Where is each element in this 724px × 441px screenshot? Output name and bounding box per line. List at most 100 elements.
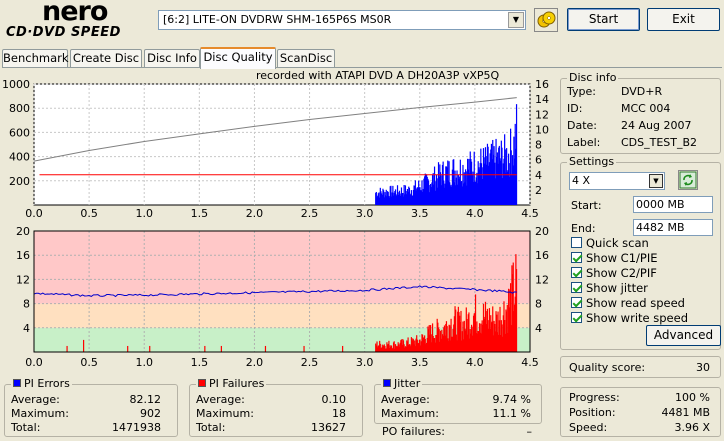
- jitter-maximum-label: Maximum:: [381, 407, 439, 420]
- quality-score-group: Quality score: 30: [560, 356, 721, 378]
- x-tick-label: 1.5: [191, 207, 209, 220]
- quality-band: [34, 231, 530, 304]
- y-tick-label: 1000: [2, 78, 30, 91]
- checkbox-box[interactable]: [571, 282, 582, 293]
- x-tick-label: 3.5: [411, 207, 429, 220]
- y-tick-label: 14: [535, 93, 549, 106]
- x-tick-label: 2.0: [246, 356, 264, 369]
- jitter-group: Jitter Average: 9.74 % Maximum: 11.1 %: [374, 377, 542, 424]
- x-tick-label: 1.0: [135, 207, 153, 220]
- bottom-x-axis: 0.0 0.5 1.0 1.5 2.0 2.5 3.0 3.5 4.0 4.5: [25, 356, 539, 369]
- tab-benchmark[interactable]: Benchmark: [2, 49, 69, 68]
- start-label: Start:: [571, 199, 602, 212]
- x-tick-label: 4.0: [466, 207, 484, 220]
- top-grid: [33, 83, 531, 205]
- logo-text: nero: [42, 0, 108, 27]
- y-tick-label: 8: [535, 298, 542, 311]
- pi-failures-maximum-label: Maximum:: [196, 407, 254, 420]
- show-jitter-label: Show jitter: [586, 281, 648, 295]
- y-tick-label: 600: [9, 126, 30, 139]
- disc-id-value: MCC 004: [621, 102, 671, 115]
- x-tick-label: 0.0: [25, 356, 43, 369]
- y-tick-label: 20: [535, 225, 549, 238]
- disc-id-label: ID:: [567, 102, 583, 115]
- pi-failures-total-value: 13627: [311, 421, 346, 434]
- pi-errors-total-label: Total:: [11, 421, 41, 434]
- show-c2-pif-checkbox[interactable]: Show C2/PIF: [571, 266, 657, 280]
- checkbox-box[interactable]: [571, 312, 582, 323]
- x-tick-label: 0.5: [80, 207, 98, 220]
- top-x-axis: 0.0 0.5 1.0 1.5 2.0 2.5 3.0 3.5 4.0 4.5: [25, 207, 539, 220]
- position-label: Position:: [569, 406, 616, 419]
- top-chart-title: recorded with ATAPI DVD A DH20A3P vXP5Q: [256, 69, 500, 82]
- show-write-speed-label: Show write speed: [586, 311, 688, 325]
- y-tick-label: 400: [9, 151, 30, 164]
- settings-title: Settings: [567, 155, 617, 169]
- disc-date-value: 24 Aug 2007: [621, 119, 692, 132]
- x-tick-label: 2.5: [301, 356, 319, 369]
- drive-select-value: [6:2] LITE-ON DVDRW SHM-165P6S MS0R: [163, 13, 392, 26]
- settings-group: Settings 4 X ▼ Start: 0000 MB End: 4482 …: [560, 155, 721, 350]
- pi-failures-total-label: Total:: [196, 421, 226, 434]
- x-tick-label: 4.5: [521, 207, 539, 220]
- disc-quality-chart: recorded with ATAPI DVD A DH20A3P vXP5Q …: [2, 69, 549, 369]
- logo-subtitle: CD·DVD SPEED: [6, 25, 121, 40]
- show-jitter-checkbox[interactable]: Show jitter: [571, 281, 648, 295]
- y-tick-label: 16: [535, 78, 549, 91]
- jitter-average-label: Average:: [381, 393, 430, 406]
- refresh-speeds-button[interactable]: [678, 170, 698, 190]
- position-value: 4481 MB: [661, 406, 710, 419]
- drive-select[interactable]: [6:2] LITE-ON DVDRW SHM-165P6S MS0R ▼: [158, 10, 526, 30]
- show-write-speed-checkbox[interactable]: Show write speed: [571, 311, 688, 325]
- show-read-speed-label: Show read speed: [586, 296, 685, 310]
- chevron-down-icon[interactable]: ▼: [649, 174, 663, 188]
- speed-select[interactable]: 4 X ▼: [569, 172, 665, 190]
- show-c1-pie-checkbox[interactable]: Show C1/PIE: [571, 251, 658, 265]
- end-input[interactable]: 4482 MB: [633, 219, 713, 236]
- y-tick-label: 16: [16, 249, 30, 262]
- show-c2-pif-label: Show C2/PIF: [586, 266, 657, 280]
- y-tick-label: 12: [535, 273, 549, 286]
- tab-scandisc[interactable]: ScanDisc: [277, 49, 335, 68]
- y-tick-label: 2: [535, 184, 542, 197]
- pi-errors-maximum-value: 902: [140, 407, 161, 420]
- disc-date-label: Date:: [567, 119, 597, 132]
- tab-create-disc[interactable]: Create Disc: [70, 49, 142, 68]
- bottom-left-axis: 20 16 12 8 4: [16, 225, 30, 335]
- checkbox-box[interactable]: [571, 267, 582, 278]
- drive-options-button[interactable]: [534, 8, 558, 32]
- advanced-button[interactable]: Advanced: [646, 325, 721, 346]
- start-input[interactable]: 0000 MB: [633, 196, 713, 213]
- x-tick-label: 4.5: [521, 356, 539, 369]
- checkbox-box[interactable]: [571, 252, 582, 263]
- y-tick-label: 200: [9, 175, 30, 188]
- disc-info-group: Disc info Type: DVD+R ID: MCC 004 Date: …: [560, 71, 721, 154]
- tab-disc-quality[interactable]: Disc Quality: [200, 47, 276, 69]
- tab-disc-info[interactable]: Disc Info: [144, 49, 200, 68]
- x-tick-label: 1.0: [135, 356, 153, 369]
- y-tick-label: 800: [9, 102, 30, 115]
- pi-failures-group: PI Failures Average: 0.10 Maximum: 18 To…: [189, 377, 363, 437]
- x-tick-label: 0.0: [25, 207, 43, 220]
- speed-label: Speed:: [569, 421, 608, 434]
- jitter-title: Jitter: [381, 377, 423, 391]
- y-tick-label: 12: [535, 108, 549, 121]
- quality-score-value: 30: [696, 361, 710, 374]
- checkbox-box[interactable]: [571, 297, 582, 308]
- y-tick-label: 8: [23, 298, 30, 311]
- exit-button[interactable]: Exit: [647, 8, 720, 31]
- speed-value: 3.96 X: [674, 421, 710, 434]
- chevron-down-icon[interactable]: ▼: [508, 12, 524, 28]
- y-tick-label: 16: [535, 249, 549, 262]
- y-tick-label: 4: [23, 322, 30, 335]
- speed-select-value: 4 X: [572, 174, 591, 187]
- disc-label-label: Label:: [567, 136, 601, 149]
- show-read-speed-checkbox[interactable]: Show read speed: [571, 296, 685, 310]
- y-tick-label: 12: [16, 273, 30, 286]
- bottom-right-axis: 20 16 12 8 4: [535, 225, 549, 335]
- x-tick-label: 4.0: [466, 356, 484, 369]
- quick-scan-checkbox[interactable]: Quick scan: [571, 236, 649, 250]
- pi-failures-maximum-value: 18: [332, 407, 346, 420]
- checkbox-box[interactable]: [571, 237, 582, 248]
- start-button[interactable]: Start: [567, 8, 640, 31]
